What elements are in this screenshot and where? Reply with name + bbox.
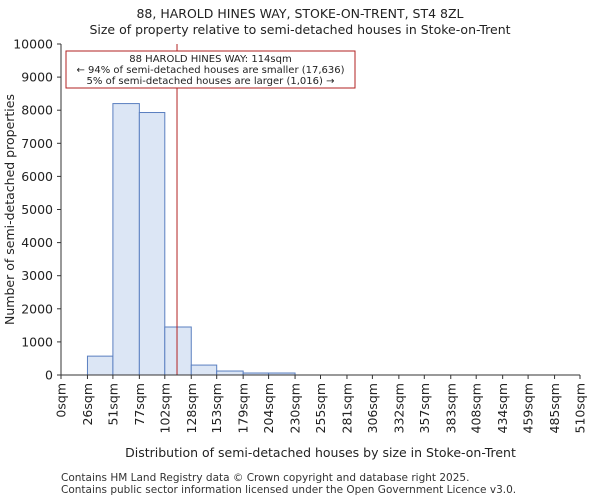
y-tick-label: 9000	[21, 70, 53, 85]
y-tick-label: 4000	[21, 235, 53, 250]
x-tick-label: 153sqm	[209, 383, 224, 433]
x-tick-label: 77sqm	[132, 383, 147, 426]
x-tick-label: 255sqm	[313, 383, 328, 433]
y-tick-label: 8000	[21, 103, 53, 118]
chart-subtitle: Size of property relative to semi-detach…	[89, 22, 511, 37]
x-tick-label: 383sqm	[443, 383, 458, 433]
x-tick-label: 357sqm	[417, 383, 432, 433]
y-tick-label: 0	[45, 368, 53, 383]
x-tick-label: 434sqm	[495, 383, 510, 433]
histogram-bar	[216, 370, 244, 376]
x-tick-label: 230sqm	[288, 383, 303, 433]
histogram-bar	[190, 364, 218, 376]
y-tick-label: 3000	[21, 268, 53, 283]
x-tick-label: 485sqm	[547, 383, 562, 433]
footer-licence: Contains public sector information licen…	[61, 484, 517, 496]
y-tick-label: 7000	[21, 136, 53, 151]
x-tick-label: 0sqm	[54, 383, 69, 418]
histogram-bar	[138, 112, 166, 376]
annotation-line-1: 88 HAROLD HINES WAY: 114sqm	[129, 54, 291, 65]
x-tick-label: 332sqm	[391, 383, 406, 433]
x-tick-label: 408sqm	[469, 383, 484, 433]
x-tick-label: 179sqm	[236, 383, 251, 433]
y-tick-label: 10000	[13, 37, 53, 52]
y-tick-label: 5000	[21, 202, 53, 217]
y-tick-label: 2000	[21, 301, 53, 316]
x-tick-label: 102sqm	[157, 383, 172, 433]
y-tick-label: 1000	[21, 334, 53, 349]
x-tick-label: 510sqm	[573, 383, 588, 433]
x-axis-label: Distribution of semi-detached houses by …	[125, 445, 516, 460]
histogram-bar	[164, 326, 192, 376]
x-tick-label: 51sqm	[105, 383, 120, 426]
x-tick-label: 459sqm	[521, 383, 536, 433]
chart-title: 88, HAROLD HINES WAY, STOKE-ON-TRENT, ST…	[136, 6, 464, 21]
x-tick-label: 128sqm	[184, 383, 199, 433]
histogram-bar	[112, 103, 140, 376]
footer-copyright: Contains HM Land Registry data © Crown c…	[61, 472, 470, 484]
annotation-line-3: 5% of semi-detached houses are larger (1…	[87, 76, 335, 87]
y-tick-label: 6000	[21, 169, 53, 184]
histogram-bar	[86, 355, 114, 376]
x-tick-label: 281sqm	[339, 383, 354, 433]
annotation-box	[65, 50, 356, 89]
y-axis-label: Number of semi-detached properties	[2, 94, 17, 325]
annotation-line-2: ← 94% of semi-detached houses are smalle…	[76, 65, 344, 76]
x-tick-label: 26sqm	[80, 383, 95, 426]
x-tick-label: 204sqm	[261, 383, 276, 433]
x-tick-label: 306sqm	[365, 383, 380, 433]
